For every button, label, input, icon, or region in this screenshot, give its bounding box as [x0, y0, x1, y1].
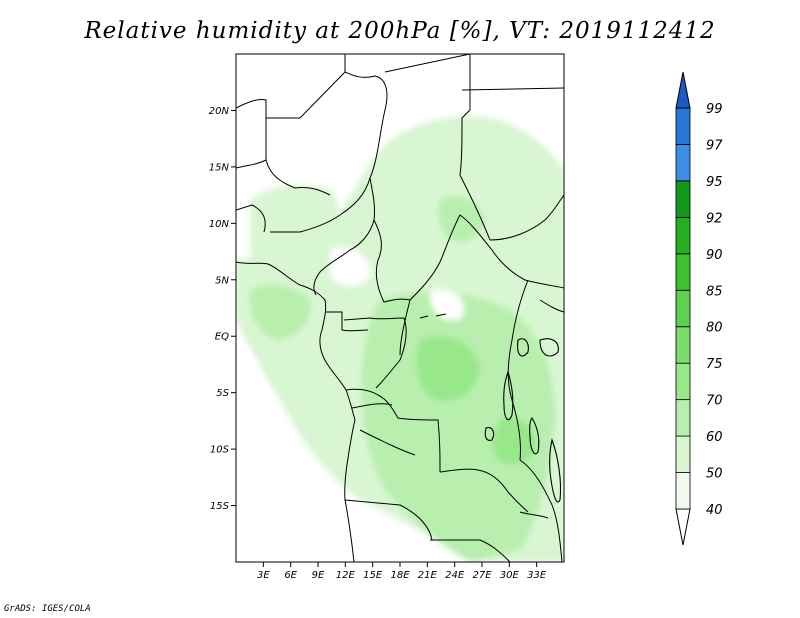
colorbar-segment [675, 362, 691, 401]
lon-tick-label: 21E [418, 570, 438, 581]
colorbar: 40 50 60 70 75 80 85 90 92 95 97 99 [675, 71, 723, 546]
colorbar-max-triangle [675, 71, 691, 109]
colorbar-segment [675, 472, 691, 510]
lon-tick-label: 12E [336, 570, 356, 581]
country-borders [236, 54, 564, 562]
lon-tick-label: 18E [390, 570, 410, 581]
colorbar-level-label: 75 [706, 357, 723, 372]
colorbar-level-label: 92 [706, 211, 723, 226]
lat-tick-label: 20N [209, 106, 230, 117]
colorbar-level-label: 90 [706, 248, 723, 263]
lat-tick-label: EQ [215, 332, 229, 343]
colorbar-level-label: 50 [706, 467, 723, 482]
grads-credit: GrADS: IGES/COLA [4, 604, 91, 614]
colorbar-level-label: 60 [706, 430, 723, 445]
chart-title: Relative humidity at 200hPa [%], VT: 201… [84, 18, 716, 44]
lon-tick-label: 6E [284, 570, 297, 581]
colorbar-level-label: 85 [706, 284, 723, 299]
lon-tick-label: 33E [527, 570, 547, 581]
colorbar-level-label: 99 [706, 102, 723, 117]
lon-tick-label: 3E [257, 570, 270, 581]
lat-tick-label: 10N [209, 219, 230, 230]
lon-tick-label: 27E [472, 570, 492, 581]
colorbar-segment [675, 107, 691, 145]
lat-tick-label: 15N [209, 162, 230, 173]
colorbar-level-label: 70 [706, 394, 723, 409]
latitude-axis: 20N 15N 10N 5N EQ 5S 10S 15S [209, 106, 236, 512]
colorbar-level-label: 80 [706, 321, 723, 336]
lat-tick-label: 5S [216, 388, 229, 399]
lat-tick-label: 10S [210, 445, 230, 456]
lat-tick-label: 15S [210, 501, 230, 512]
lon-tick-label: 9E [312, 570, 325, 581]
colorbar-level-label: 97 [706, 138, 723, 153]
colorbar-level-label: 40 [706, 503, 723, 518]
lat-tick-label: 5N [215, 275, 229, 286]
lakes [419, 313, 562, 503]
lon-tick-label: 24E [445, 570, 465, 581]
colorbar-segment [675, 216, 691, 255]
colorbar-segment [675, 326, 691, 364]
colorbar-segment [675, 180, 691, 218]
colorbar-segment [675, 144, 691, 182]
lon-tick-label: 30E [500, 570, 520, 581]
colorbar-min-triangle [675, 508, 691, 546]
colorbar-segment [675, 435, 691, 473]
colorbar-segment [675, 253, 691, 291]
colorbar-segment [675, 289, 691, 328]
humidity-shading [236, 54, 564, 562]
colorbar-segment [675, 399, 691, 437]
longitude-axis: 3E 6E 9E 12E 15E 18E 21E 24E 27E 30E 33E [257, 562, 547, 581]
colorbar-level-label: 95 [706, 175, 723, 190]
lon-tick-label: 15E [363, 570, 383, 581]
